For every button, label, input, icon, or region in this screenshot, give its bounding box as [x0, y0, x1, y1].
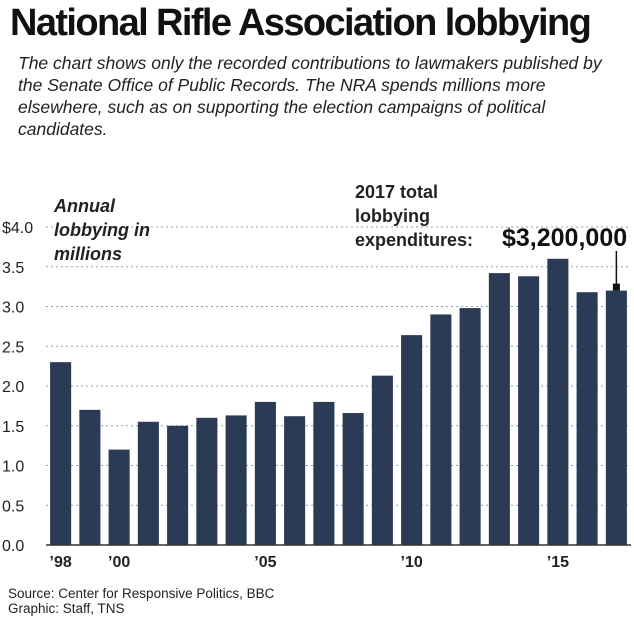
annotation-line: lobbying	[355, 206, 430, 226]
y-axis-ticks: 0.0 0.5 1.0 1.5 2.0 2.5 3.0 3.5 $4.0	[2, 220, 33, 555]
bar-2006	[284, 416, 306, 545]
y-axis-label-line: millions	[54, 244, 122, 264]
bar-2012	[459, 308, 481, 545]
bar-2008	[342, 413, 364, 545]
y-tick-label: 3.0	[2, 300, 24, 317]
bar-2016	[576, 292, 598, 545]
bar-2005	[254, 401, 276, 545]
x-tick-label: ’15	[547, 554, 569, 571]
x-tick-label: ’98	[50, 554, 72, 571]
annotation-marker	[612, 283, 620, 291]
bar-1999	[79, 409, 101, 545]
footer: Source: Center for Responsive Politics, …	[8, 586, 274, 616]
gridlines	[46, 226, 631, 506]
y-tick-label: $4.0	[2, 220, 33, 237]
y-tick-label: 2.0	[2, 379, 24, 396]
bar-2015	[547, 258, 569, 545]
x-tick-label: ’10	[401, 554, 423, 571]
x-tick-label: ’00	[108, 554, 130, 571]
bar-2017	[605, 290, 627, 545]
chart-subtitle: The chart shows only the recorded contri…	[18, 53, 602, 139]
bars	[50, 258, 627, 545]
y-tick-label: 0.5	[2, 498, 24, 515]
annotation-line: 2017 total	[355, 182, 438, 202]
y-tick-label: 1.0	[2, 459, 24, 476]
bar-2010	[401, 335, 423, 545]
y-tick-label: 0.0	[2, 538, 24, 555]
bar-2001	[137, 421, 159, 545]
bar-2011	[430, 314, 452, 545]
bar-2013	[488, 273, 510, 545]
y-axis-label-line: Annual	[53, 196, 116, 216]
annotation-value: $3,200,000	[502, 224, 627, 252]
y-tick-label: 2.5	[2, 339, 24, 356]
y-tick-label: 3.5	[2, 260, 24, 277]
chart-title: National Rifle Association lobbying	[10, 2, 592, 44]
source-note: Source: Center for Responsive Politics, …	[8, 586, 275, 601]
bar-2007	[313, 401, 335, 545]
bar-2004	[225, 415, 247, 545]
annotation-line: expenditures:	[355, 230, 473, 250]
bar-2000	[108, 449, 130, 545]
y-tick-label: 1.5	[2, 419, 24, 436]
bar-1998	[50, 362, 72, 545]
bar-2002	[167, 425, 189, 545]
x-axis-ticks: ’98 ’00 ’05 ’10 ’15	[50, 554, 570, 571]
graphic-credit: Graphic: Staff, TNS	[8, 601, 125, 616]
bar-2014	[518, 276, 540, 545]
annotation: 2017 total lobbying expenditures: $3,200,00…	[355, 182, 627, 291]
y-axis-label-line: lobbying in	[54, 220, 150, 240]
bar-2003	[196, 417, 218, 545]
bar-2009	[371, 375, 393, 545]
y-axis-label: Annual lobbying in millions	[53, 196, 150, 264]
x-tick-label: ’05	[254, 554, 276, 571]
